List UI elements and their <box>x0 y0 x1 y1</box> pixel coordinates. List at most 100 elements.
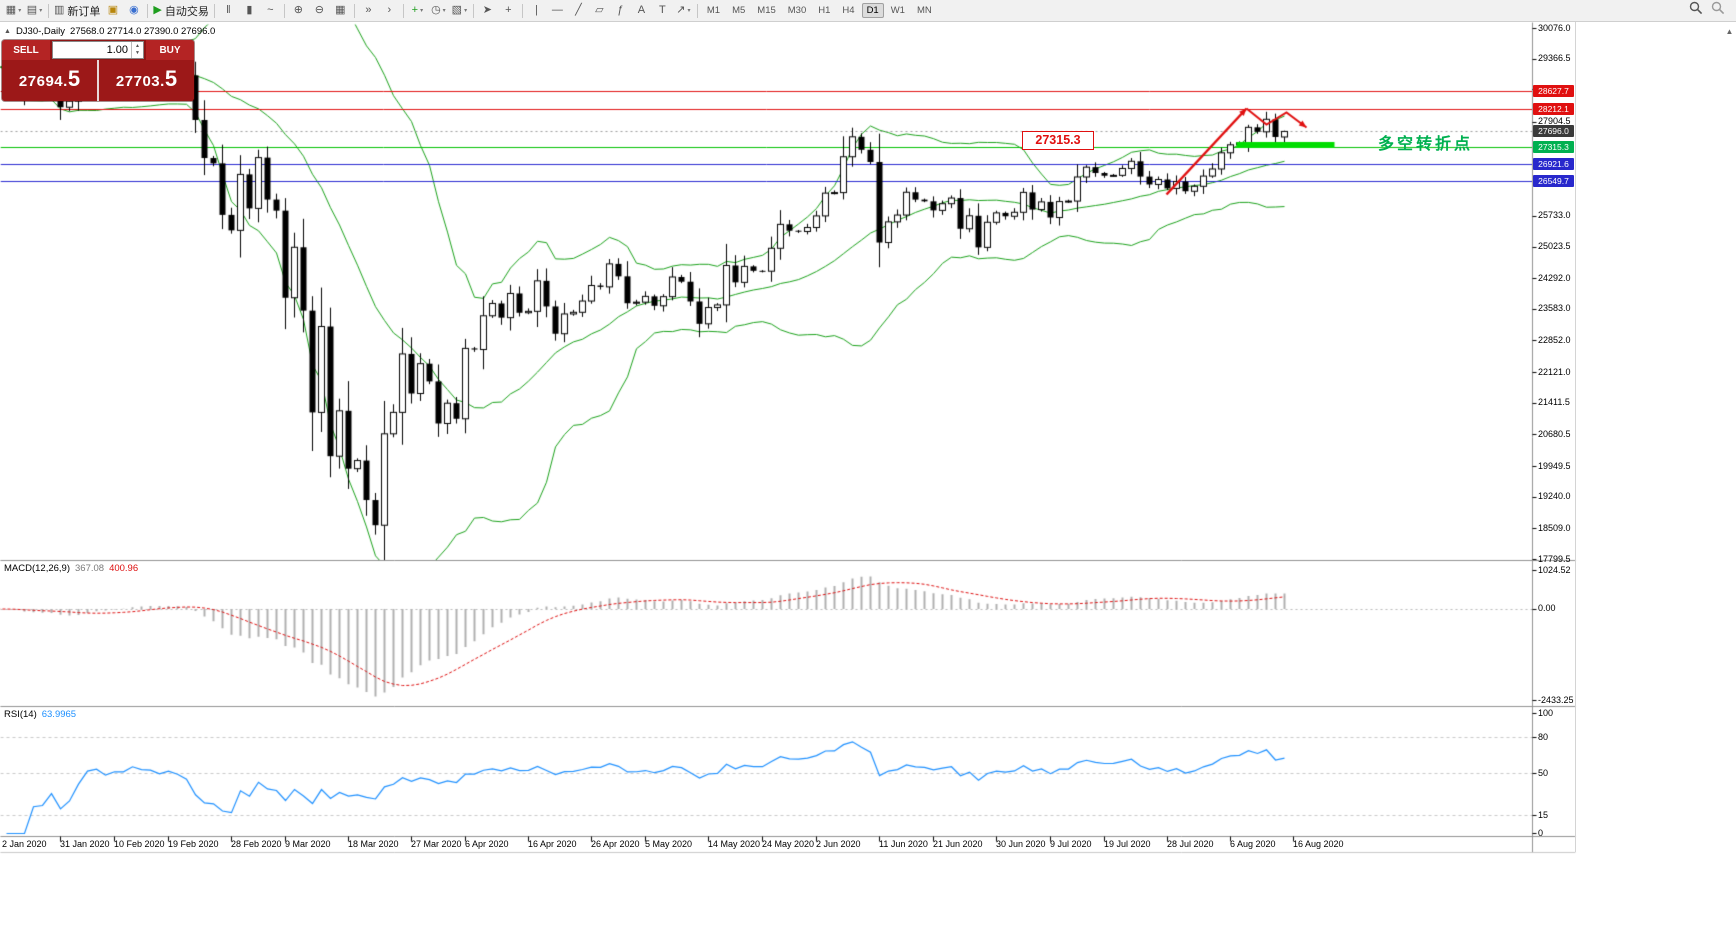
arrows-button[interactable]: ↗ ▾ <box>673 2 694 20</box>
new-order-icon: ▥ <box>54 4 65 16</box>
templates-button[interactable]: ▧ ▾ <box>449 2 470 20</box>
zoom-in-icon: ⊕ <box>293 4 303 16</box>
trendline-button[interactable]: ╱ <box>568 2 589 20</box>
chart-ohlc-values: 27568.0 27714.0 27390.0 27696.0 <box>70 26 216 37</box>
history-center-button[interactable]: ◉ <box>123 2 144 20</box>
toolbar-right <box>1689 1 1733 20</box>
price-axis-label: 20680.5 <box>1538 428 1571 439</box>
price-badge: 27696.0 <box>1533 124 1574 137</box>
date-axis-label: 6 Apr 2020 <box>465 839 509 849</box>
date-axis-label: 9 Mar 2020 <box>285 839 331 849</box>
date-axis-label: 2 Jan 2020 <box>2 839 47 849</box>
toolbar-separator <box>402 3 404 18</box>
toolbar-separator <box>521 3 523 18</box>
new-order-button[interactable]: ▥ 新订单 <box>52 2 102 20</box>
search-icon[interactable] <box>1689 1 1703 20</box>
date-axis-label: 26 Apr 2020 <box>591 839 640 849</box>
chart-window-border <box>1575 22 1576 852</box>
price-badge: 26921.6 <box>1533 158 1574 171</box>
volume-down-icon[interactable]: ▼ <box>135 50 140 56</box>
vertical-line-icon: | <box>534 4 538 16</box>
macd-name: MACD(12,26,9) <box>4 563 70 574</box>
timeframe-d1-button[interactable]: D1 <box>861 3 884 18</box>
timeframe-h1-button[interactable]: H1 <box>818 5 831 16</box>
zoom-in-button[interactable]: ⊕ <box>288 2 309 20</box>
buy-button[interactable]: BUY <box>146 40 194 60</box>
vertical-line-button[interactable]: | <box>526 2 547 20</box>
toolbar-separator <box>353 3 355 18</box>
macd-signal-value: 400.96 <box>109 563 139 574</box>
date-axis-label: 27 Mar 2020 <box>411 839 462 849</box>
depth-of-market-button[interactable]: ▣ <box>102 2 123 20</box>
label-button[interactable]: T <box>652 2 673 20</box>
periods-button[interactable]: ◷ ▾ <box>428 2 449 20</box>
new-chart-button[interactable]: ▦ ▾ <box>3 2 24 20</box>
crosshair-button[interactable]: + <box>498 2 519 20</box>
price-axis-label: 27904.5 <box>1538 116 1571 127</box>
one-click-trading-panel: SELL 1.00 ▲ ▼ BUY 27694. 5 27703. 5 <box>2 40 194 101</box>
date-axis-label: 5 May 2020 <box>645 839 693 849</box>
price-axis-label: 19240.0 <box>1538 491 1571 502</box>
price-axis-label: 18509.0 <box>1538 522 1571 533</box>
crosshair-icon: + <box>505 4 512 16</box>
cursor-button[interactable]: ➤ <box>477 2 498 20</box>
horizontal-line-button[interactable]: ― <box>547 2 568 20</box>
price-annotation-label[interactable]: 27315.3 <box>1022 131 1094 150</box>
price-axis-label: 25733.0 <box>1538 210 1571 221</box>
volume-input[interactable]: 1.00 <box>106 44 128 56</box>
timeframe-m30-button[interactable]: M30 <box>787 5 807 16</box>
auto-trading-button-label: 自动交易 <box>164 5 209 18</box>
timeframe-m15-button[interactable]: M15 <box>757 5 776 16</box>
auto-trading-icon: ▶ <box>153 4 162 16</box>
text-icon: A <box>637 4 646 16</box>
depth-of-market-icon: ▣ <box>107 4 119 16</box>
one-click-collapse-icon[interactable]: ▲ <box>4 28 11 35</box>
fibonacci-button[interactable]: ƒ <box>610 2 631 20</box>
price-badge: 27315.3 <box>1533 141 1574 154</box>
arrows-icon: ↗ <box>676 4 686 16</box>
buy-price-fraction: 5 <box>164 66 178 91</box>
date-axis-label: 11 Jun 2020 <box>879 839 928 849</box>
volume-field: 1.00 ▲ ▼ <box>52 41 144 59</box>
dropdown-arrow-icon: ▾ <box>39 8 43 14</box>
timeframe-m5-button[interactable]: M5 <box>732 5 746 16</box>
price-badge: 28212.1 <box>1533 102 1574 115</box>
date-axis-label: 28 Feb 2020 <box>231 839 282 849</box>
text-button[interactable]: A <box>631 2 652 20</box>
timeframe-mn-button[interactable]: MN <box>916 5 932 16</box>
templates-icon: ▧ <box>451 4 463 16</box>
timeframe-w1-button[interactable]: W1 <box>890 5 905 16</box>
price-axis-label: 29366.5 <box>1538 53 1571 64</box>
toolbar-separator <box>283 3 285 18</box>
profiles-button[interactable]: ▤ ▾ <box>24 2 45 20</box>
indicators-button[interactable]: + ▾ <box>407 2 428 20</box>
chart-shift-icon: › <box>387 4 392 16</box>
turning-point-label[interactable]: 多空转折点 <box>1378 136 1474 153</box>
scroll-up-button[interactable]: ▲ <box>1725 27 1734 36</box>
buy-price[interactable]: 27703. 5 <box>97 60 194 101</box>
volume-up-icon[interactable]: ▲ <box>135 43 140 49</box>
bar-chart-button[interactable]: ‖ <box>218 2 239 20</box>
sell-price[interactable]: 27694. 5 <box>2 60 97 101</box>
candlestick-chart-button[interactable]: ▮ <box>239 2 260 20</box>
date-axis-label: 24 May 2020 <box>762 839 815 849</box>
equidistant-channel-button[interactable]: ▱ <box>589 2 610 20</box>
toolbar-buttons: ▦ ▾ ▤ ▾ ▥ 新订单 ▣ ◉ ▶ 自动交易 ‖ ▮ ~ ⊕ ⊖ ▦» › + ▾ ◷ ▾ ▧ ▾ ➤ + | ― ╱ ▱ ƒ A T ↗ ▾… <box>3 2 938 20</box>
date-axis-label: 14 May 2020 <box>708 839 761 849</box>
auto-trading-button[interactable]: ▶ 自动交易 <box>151 2 210 20</box>
timeframe-h4-button[interactable]: H4 <box>842 5 855 16</box>
rsi-axis-label: 50 <box>1538 767 1549 778</box>
sell-button[interactable]: SELL <box>2 40 50 60</box>
line-chart-button[interactable]: ~ <box>260 2 281 20</box>
community-search-icon[interactable] <box>1711 1 1725 20</box>
fibonacci-icon: ƒ <box>617 4 624 16</box>
date-axis-label: 16 Apr 2020 <box>528 839 577 849</box>
rsi-name: RSI(14) <box>4 709 37 720</box>
tile-windows-button[interactable]: ▦ <box>330 2 351 20</box>
auto-scroll-button[interactable]: » <box>358 2 379 20</box>
new-order-button-label: 新订单 <box>67 5 101 18</box>
timeframe-m1-button[interactable]: M1 <box>706 5 721 16</box>
chart-shift-button[interactable]: › <box>379 2 400 20</box>
zoom-out-button[interactable]: ⊖ <box>309 2 330 20</box>
